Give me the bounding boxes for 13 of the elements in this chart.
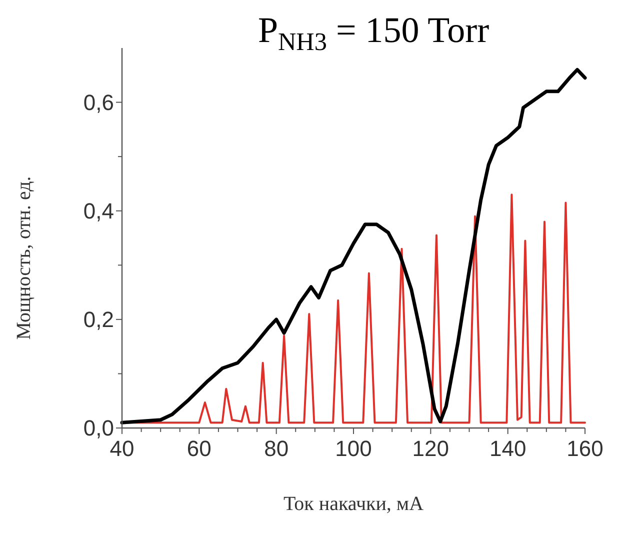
x-tick-label: 160 — [566, 436, 604, 461]
y-axis-title: Мощность, отн. ед. — [13, 176, 35, 340]
y-tick-label: 0,4 — [83, 198, 114, 224]
x-tick-label: 120 — [412, 436, 450, 461]
x-axis-title: Ток накачки, мА — [283, 493, 424, 515]
x-tick-label: 140 — [489, 436, 526, 461]
x-tick-label: 60 — [186, 436, 212, 461]
x-tick-label: 80 — [264, 436, 289, 461]
line-series — [120, 68, 587, 424]
x-tick-label: 100 — [335, 436, 372, 461]
y-tick-label: 0,2 — [83, 307, 114, 332]
y-tick-label: 0,6 — [83, 90, 114, 115]
chart-title: P$_{NH3}$ = 150 Torr — [258, 10, 490, 56]
